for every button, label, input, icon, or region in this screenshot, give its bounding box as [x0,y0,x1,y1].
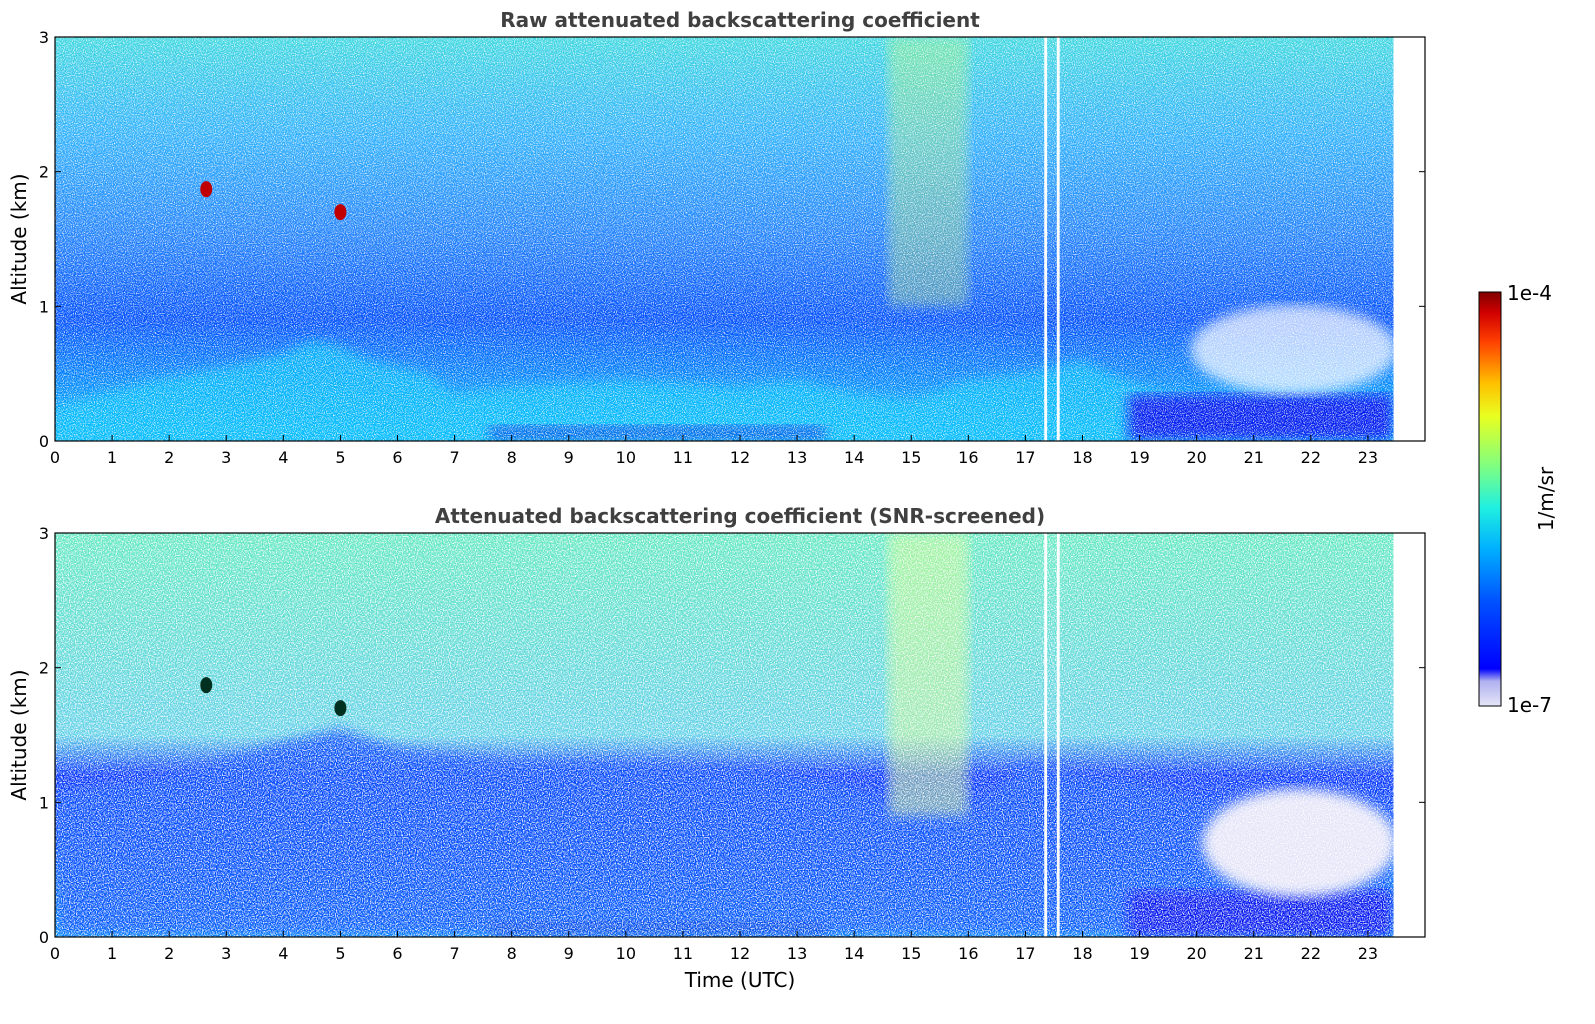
panel-raw-x-axis: 0 1 2 3 4 5 6 7 8 9 10 11 12 13 14 15 16 17 18 19 20 21 22 23 [50,435,1378,467]
x-tick-label: 20 [1186,944,1206,963]
data-gap-0 [1044,533,1048,937]
x-tick-label: 7 [449,944,459,963]
x-tick-label: 5 [335,944,345,963]
x-tick-label: 20 [1186,448,1206,467]
x-tick-label: 15 [901,944,921,963]
y-tick-label: 0 [39,928,49,947]
data-gap-0 [1044,37,1048,441]
noise-speckle [55,533,1394,937]
x-tick-label: 17 [1015,448,1035,467]
y-tick-label: 0 [39,432,49,451]
x-tick-label: 9 [564,448,574,467]
x-tick-label: 8 [507,944,517,963]
x-tick-label: 12 [730,944,750,963]
panel-snr-ylabel: Altitude (km) [7,669,31,800]
x-tick-label: 13 [787,944,807,963]
cloud-spot-0 [200,181,213,198]
x-tick-label: 21 [1244,448,1264,467]
x-tick-label: 14 [844,448,864,467]
x-tick-label: 16 [958,448,978,467]
x-tick-label: 10 [616,448,636,467]
x-tick-label: 4 [278,944,288,963]
x-tick-label: 18 [1072,448,1092,467]
y-tick-label: 2 [39,659,49,678]
x-tick-label: 2 [164,448,174,467]
x-tick-label: 19 [1129,944,1149,963]
x-tick-label: 16 [958,944,978,963]
x-tick-label: 23 [1358,448,1378,467]
x-tick-label: 23 [1358,944,1378,963]
panel-snr-title: Attenuated backscattering coefficient (S… [435,504,1045,528]
x-tick-label: 14 [844,944,864,963]
x-tick-label: 3 [221,448,231,467]
colorbar-min-label: 1e-7 [1507,693,1552,717]
panel-raw-title: Raw attenuated backscattering coefficien… [500,8,980,32]
x-tick-label: 1 [107,944,117,963]
x-tick-label: 22 [1301,448,1321,467]
x-tick-label: 1 [107,448,117,467]
colorbar-label: 1/m/sr [1534,466,1558,531]
x-tick-label: 0 [50,944,60,963]
x-tick-label: 13 [787,448,807,467]
x-tick-label: 6 [392,448,402,467]
x-tick-label: 6 [392,944,402,963]
y-tick-label: 1 [39,297,49,316]
x-tick-label: 7 [449,448,459,467]
y-tick-label: 1 [39,793,49,812]
x-tick-label: 2 [164,944,174,963]
x-tick-label: 10 [616,944,636,963]
noise-speckle [55,37,1394,441]
panel-snr-plot-area [55,533,1425,937]
x-tick-label: 22 [1301,944,1321,963]
cloud-spot-1 [334,204,347,221]
x-tick-label: 11 [673,944,693,963]
x-tick-label: 21 [1244,944,1264,963]
no-data-region [1393,533,1425,937]
panel-snr-heatmap [55,533,1425,937]
x-tick-label: 5 [335,448,345,467]
panel-snr-x-axis: 0 1 2 3 4 5 6 7 8 9 10 11 12 13 14 15 16 17 18 19 20 21 22 23 [50,931,1378,963]
x-tick-label: 11 [673,448,693,467]
colorbar-max-label: 1e-4 [1507,281,1552,305]
x-tick-label: 15 [901,448,921,467]
cloud-spot-1 [334,700,347,717]
data-gap-1 [1056,37,1060,441]
x-tick-label: 18 [1072,944,1092,963]
x-tick-label: 4 [278,448,288,467]
panel-raw-y-axis: 0 1 2 3 [39,28,1425,451]
x-tick-label: 17 [1015,944,1035,963]
colorbar-gradient [1478,291,1502,707]
x-tick-label: 12 [730,448,750,467]
panel-raw-heatmap [55,37,1425,441]
y-tick-label: 2 [39,163,49,182]
panel-snr-y-axis: 0 1 2 3 [39,524,1425,947]
y-tick-label: 3 [39,524,49,543]
y-tick-label: 3 [39,28,49,47]
panel-snr: Attenuated backscattering coefficient (S… [7,504,1426,992]
x-tick-label: 3 [221,944,231,963]
x-tick-label: 0 [50,448,60,467]
data-gap-1 [1056,533,1060,937]
panel-raw-plot-area [55,37,1425,441]
x-tick-label: 19 [1129,448,1149,467]
panel-raw-ylabel: Altitude (km) [7,173,31,304]
x-tick-label: 8 [507,448,517,467]
cloud-spot-0 [200,677,213,694]
panel-snr-xlabel: Time (UTC) [684,968,796,992]
x-tick-label: 9 [564,944,574,963]
no-data-region [1393,37,1425,441]
panel-raw: Raw attenuated backscattering coefficien… [7,8,1426,467]
colorbar: 1e-4 1e-7 1/m/sr [1478,281,1558,717]
